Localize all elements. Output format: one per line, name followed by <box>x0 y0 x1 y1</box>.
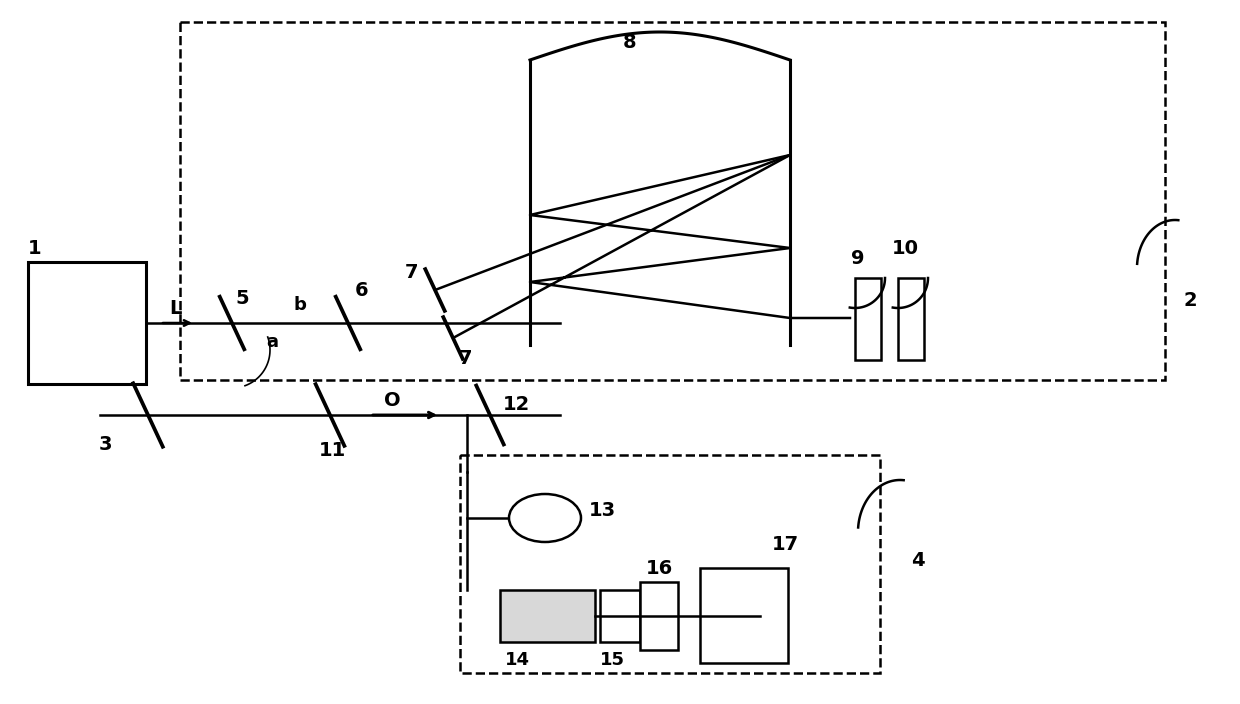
Bar <box>29 262 146 384</box>
Bar <box>600 590 640 642</box>
Text: 11: 11 <box>319 441 346 460</box>
Text: 17: 17 <box>771 536 799 555</box>
Text: 13: 13 <box>589 501 615 520</box>
Text: 15: 15 <box>599 651 625 669</box>
Bar <box>500 590 595 642</box>
Text: 7: 7 <box>405 263 419 282</box>
Bar <box>180 22 1166 380</box>
Text: 12: 12 <box>502 396 529 415</box>
Text: 3: 3 <box>98 436 112 455</box>
Text: 16: 16 <box>645 558 672 577</box>
Text: 9: 9 <box>851 249 864 268</box>
Text: b: b <box>294 296 306 314</box>
Text: L: L <box>169 298 181 318</box>
Text: 8: 8 <box>624 32 637 51</box>
Ellipse shape <box>508 494 582 542</box>
Text: O: O <box>383 391 401 410</box>
Text: 10: 10 <box>892 239 919 258</box>
Bar <box>701 568 787 663</box>
Text: 14: 14 <box>505 651 529 669</box>
Text: 6: 6 <box>355 280 368 299</box>
Bar <box>640 582 678 650</box>
Text: a: a <box>267 333 278 351</box>
Text: 7: 7 <box>459 348 472 367</box>
Bar <box>898 278 924 360</box>
Text: 4: 4 <box>911 551 925 570</box>
Text: 1: 1 <box>29 239 42 258</box>
Bar <box>856 278 880 360</box>
Bar <box>460 455 880 673</box>
Text: 2: 2 <box>1183 291 1197 310</box>
Text: 5: 5 <box>236 289 249 308</box>
